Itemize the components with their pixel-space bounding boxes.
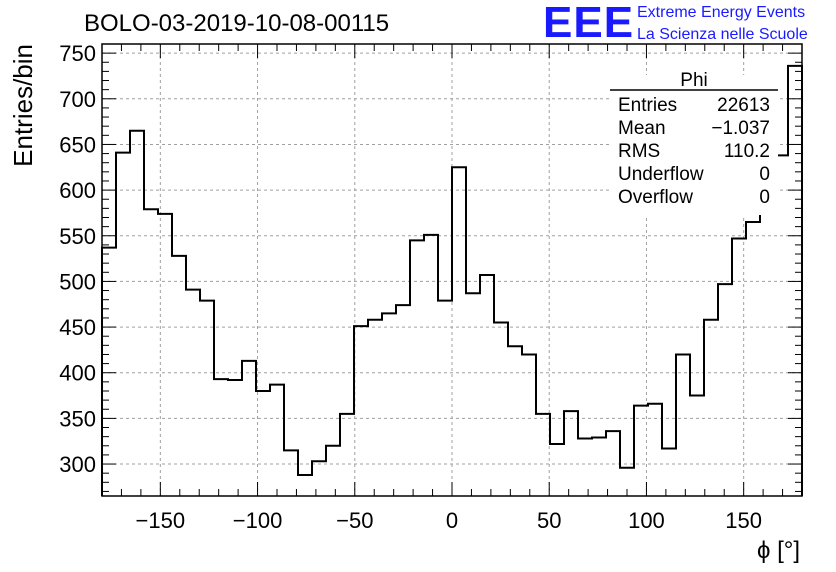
stats-label-overflow: Overflow (618, 187, 693, 208)
histogram-bin (270, 385, 284, 496)
histogram-bin (732, 238, 746, 496)
stats-value-overflow: 0 (759, 187, 770, 208)
histogram-bin (410, 240, 424, 496)
histogram-bin (158, 214, 172, 496)
histogram-bin (256, 391, 270, 496)
histogram-bin (480, 275, 494, 496)
stats-value-rms: 110.2 (724, 141, 770, 162)
histogram-bin (284, 450, 298, 496)
histogram-bin (116, 153, 130, 496)
y-tick-label: 400 (59, 361, 96, 386)
logo-line-2: La Scienza nelle Scuole (637, 26, 808, 43)
histogram-bin (536, 414, 550, 496)
histogram-bin (452, 167, 466, 496)
stats-label-underflow: Underflow (618, 164, 704, 185)
eee-logo: EEE (543, 0, 635, 47)
histogram-bin (298, 475, 312, 496)
histogram-bin (648, 404, 662, 496)
y-tick-label: 550 (59, 224, 96, 249)
histogram-bin (704, 320, 718, 496)
stats-name: Phi (680, 70, 707, 91)
histogram-bin (746, 222, 760, 496)
histogram-bin (144, 209, 158, 496)
x-tick-label: 100 (628, 508, 665, 533)
stats-value-underflow: 0 (759, 164, 770, 185)
histogram-bin (172, 256, 186, 496)
y-tick-label: 750 (59, 41, 96, 66)
axes: −150 −100 −50 0 50 100 150 300 350 400 450 500 550 60… (8, 41, 803, 564)
histogram-bars (101, 64, 803, 496)
y-tick-label: 300 (59, 452, 96, 477)
y-tick-label: 450 (59, 315, 96, 340)
histogram-bin (438, 301, 452, 496)
histogram-bin (186, 290, 200, 496)
histogram-bin (214, 379, 228, 496)
stats-label-rms: RMS (618, 141, 660, 162)
histogram-bin (508, 346, 522, 496)
histogram-bin (228, 380, 242, 496)
histogram-bin (690, 396, 704, 496)
histogram-bin (382, 313, 396, 496)
stats-value-mean: −1.037 (711, 118, 770, 139)
histogram-bin (354, 326, 368, 496)
stats-background (610, 75, 778, 215)
y-tick-label: 600 (59, 178, 96, 203)
x-tick-label: 0 (446, 508, 458, 533)
histogram-bin (676, 354, 690, 496)
histogram-bin (466, 293, 480, 496)
histogram-bin (522, 354, 536, 496)
histogram-bin (606, 431, 620, 496)
histogram-bin (326, 446, 340, 496)
stats-label-entries: Entries (618, 95, 677, 116)
x-tick-label: 50 (537, 508, 561, 533)
histogram-bin (662, 449, 676, 496)
histogram-bin (102, 248, 116, 496)
histogram-bin (368, 320, 382, 496)
x-axis-label: ϕ [°] (757, 537, 800, 564)
x-tick-label: −150 (136, 508, 186, 533)
histogram-bin (578, 438, 592, 496)
chart-title: BOLO-03-2019-10-08-00115 (84, 10, 390, 37)
histogram-bin (396, 305, 410, 496)
y-tick-label: 650 (59, 132, 96, 157)
histogram-bin (760, 179, 774, 496)
histogram-bin (564, 411, 578, 496)
x-tick-label: 150 (725, 508, 762, 533)
histogram-bin (340, 414, 354, 496)
histogram-bin (130, 131, 144, 496)
histogram-bin (718, 284, 732, 496)
histogram-outline (101, 64, 803, 496)
histogram-bin (242, 361, 256, 496)
y-tick-label: 500 (59, 269, 96, 294)
y-tick-label: 350 (59, 406, 96, 431)
y-axis-label: Entries/bin (8, 44, 38, 167)
histogram-bin (550, 444, 564, 496)
histogram-bin (312, 461, 326, 496)
stats-value-entries: 22613 (717, 95, 770, 116)
histogram-bin (494, 323, 508, 496)
histogram-bin (634, 406, 648, 496)
y-tick-label: 700 (59, 87, 96, 112)
x-tick-label: −100 (233, 508, 283, 533)
histogram-bin (424, 235, 438, 496)
histogram-bin (592, 438, 606, 496)
x-tick-label: −50 (336, 508, 373, 533)
stats-label-mean: Mean (618, 118, 666, 139)
histogram-bin (200, 301, 214, 496)
logo-line-1: Extreme Energy Events (637, 4, 806, 21)
